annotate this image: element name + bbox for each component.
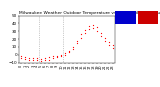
Point	[88, 28, 91, 30]
Point	[100, 35, 102, 37]
Point	[80, 34, 83, 35]
Point	[60, 56, 62, 57]
Point	[96, 27, 98, 28]
Point	[84, 29, 86, 30]
Point	[52, 56, 54, 57]
Point	[76, 42, 78, 44]
Point	[72, 46, 74, 48]
Point	[68, 50, 70, 52]
Point	[112, 45, 115, 46]
Point	[68, 52, 70, 53]
Point	[44, 57, 46, 59]
Point	[44, 60, 46, 61]
Point	[20, 56, 22, 57]
Point	[112, 47, 115, 48]
Point	[48, 59, 50, 60]
Point	[20, 57, 22, 59]
Point	[48, 56, 50, 58]
Point	[52, 57, 54, 59]
Point	[104, 37, 107, 38]
Point	[24, 58, 27, 59]
Point	[24, 56, 27, 58]
Point	[28, 59, 30, 60]
Point	[92, 24, 94, 26]
Point	[64, 53, 67, 54]
Point	[56, 56, 58, 58]
Point	[32, 59, 35, 61]
Point	[104, 40, 107, 41]
Point	[84, 32, 86, 34]
Point	[100, 32, 102, 34]
Text: Milwaukee Weather Outdoor Temperature vs Wind Chill per Minute (24 Hours): Milwaukee Weather Outdoor Temperature vs…	[19, 11, 160, 15]
Point	[108, 44, 110, 45]
Point	[32, 57, 35, 59]
Point	[64, 54, 67, 56]
Point	[36, 58, 38, 59]
Point	[36, 60, 38, 61]
Point	[76, 40, 78, 41]
Point	[72, 48, 74, 49]
Point	[28, 57, 30, 58]
Point	[56, 55, 58, 56]
Point	[88, 25, 91, 27]
Point	[40, 60, 43, 62]
Point	[96, 30, 98, 31]
Point	[60, 54, 62, 56]
Point	[40, 58, 43, 59]
Point	[80, 37, 83, 38]
Point	[92, 27, 94, 29]
Point	[108, 42, 110, 43]
